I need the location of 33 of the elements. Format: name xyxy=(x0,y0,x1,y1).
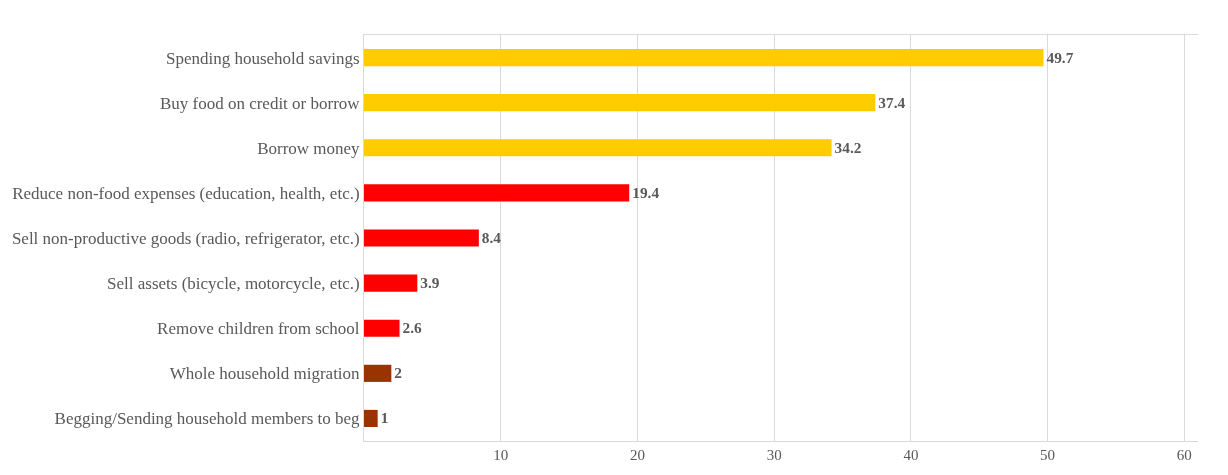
bar xyxy=(364,319,400,337)
y-tick-label: Reduce non-food expenses (education, health, etc.) xyxy=(12,183,360,203)
bar xyxy=(364,229,479,247)
bar xyxy=(364,48,1044,67)
y-tick-label: Buy food on credit or borrow xyxy=(159,93,361,113)
x-tick-label: 30 xyxy=(766,447,782,463)
data-label: 3.9 xyxy=(420,274,440,292)
x-tick-label: 20 xyxy=(629,447,645,463)
data-label: 49.7 xyxy=(1046,48,1074,66)
y-tick-label: Spending household savings xyxy=(165,48,360,68)
bar xyxy=(364,364,392,382)
x-tick-label: 10 xyxy=(493,447,509,463)
x-tick-label: 40 xyxy=(903,447,919,463)
x-tick-label: 60 xyxy=(1176,447,1192,463)
x-tick-label: 50 xyxy=(1040,447,1056,463)
data-label: 34.2 xyxy=(834,138,862,156)
y-tick-label: Sell non-productive goods (radio, refrigerator, etc.) xyxy=(11,228,360,248)
y-tick-label: Whole household migration xyxy=(169,364,361,384)
bar xyxy=(364,139,832,157)
y-tick-label: Begging/Sending household members to beg xyxy=(54,409,361,429)
data-label: 2 xyxy=(394,364,403,382)
bar xyxy=(364,274,418,292)
data-label: 1 xyxy=(380,409,389,427)
data-label: 8.4 xyxy=(481,228,502,246)
data-label: 2.6 xyxy=(402,319,423,337)
data-label: 19.4 xyxy=(632,183,660,201)
bar xyxy=(364,409,378,428)
bar xyxy=(364,94,876,112)
bar xyxy=(364,184,630,202)
y-tick-label: Borrow money xyxy=(257,138,361,158)
data-label: 37.4 xyxy=(878,93,906,111)
y-tick-label: Sell assets (bicycle, motorcycle, etc.) xyxy=(107,274,360,294)
y-tick-label: Remove children from school xyxy=(157,319,360,339)
